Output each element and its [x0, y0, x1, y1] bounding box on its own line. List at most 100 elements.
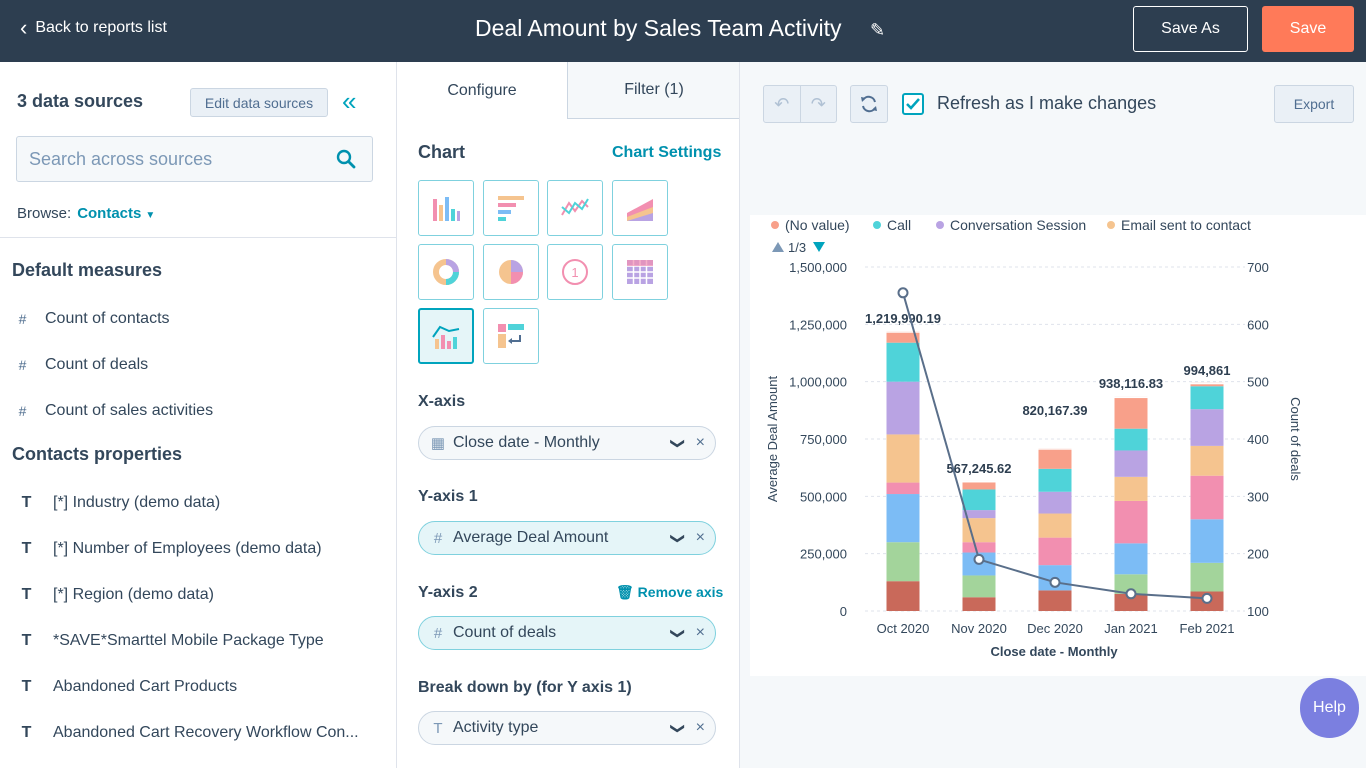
bar-segment — [1038, 590, 1072, 611]
save-as-button[interactable]: Save As — [1133, 6, 1248, 52]
chevron-down-icon[interactable]: ❯ — [670, 532, 687, 544]
legend-swatch — [1107, 221, 1115, 229]
measure-item[interactable]: # Count of deals — [0, 353, 396, 377]
line-point — [897, 287, 909, 299]
report-title[interactable]: Deal Amount by Sales Team Activity — [475, 15, 842, 41]
legend-swatch — [873, 221, 881, 229]
top-bar: ‹ Back to reports list Deal Amount by Sa… — [0, 0, 1366, 62]
search-icon[interactable] — [336, 149, 356, 169]
combination-chart-button[interactable] — [418, 308, 474, 364]
remove-icon[interactable]: × — [695, 624, 705, 641]
tab-filter[interactable]: Filter (1) — [567, 62, 739, 119]
refresh-checkbox[interactable] — [902, 93, 924, 115]
redo-icon[interactable]: ↷ — [810, 93, 826, 114]
horizontal-bar-chart-button[interactable] — [483, 180, 539, 236]
measure-label: Count of contacts — [45, 310, 170, 327]
property-item[interactable]: T Abandoned Cart Products — [0, 675, 396, 699]
collapse-sidebar-icon[interactable]: « — [342, 86, 357, 116]
donut-chart-button[interactable] — [418, 244, 474, 300]
undo-icon[interactable]: ↶ — [764, 86, 801, 122]
measure-label: Count of deals — [45, 356, 149, 373]
bar-top-edge — [1114, 396, 1148, 399]
y-axis-title: Average Deal Amount — [765, 375, 780, 502]
pivot-table-icon — [627, 260, 653, 284]
y-axis-1-field[interactable]: # Average Deal Amount ❯ × — [418, 521, 716, 555]
edit-data-sources-button[interactable]: Edit data sources — [190, 88, 328, 117]
chart-settings-link[interactable]: Chart Settings — [612, 144, 722, 161]
property-item[interactable]: T [*] Industry (demo data) — [0, 491, 396, 515]
y2-tick-label: 200 — [1247, 547, 1269, 562]
measure-item[interactable]: # Count of sales activities — [0, 399, 396, 423]
chevron-down-icon[interactable]: ❯ — [670, 437, 687, 449]
data-sources-title: 3 data sources — [17, 91, 144, 111]
browse-value[interactable]: Contacts — [77, 205, 142, 222]
chart-heading: Chart — [418, 142, 466, 162]
search-sources-input[interactable]: Search across sources — [16, 136, 373, 182]
refresh-button[interactable] — [850, 85, 888, 123]
x-axis-value: Close date - Monthly — [453, 434, 600, 451]
funnel-chart-icon — [498, 324, 524, 348]
tab-configure[interactable]: Configure — [397, 62, 567, 119]
help-button[interactable]: Help — [1300, 678, 1359, 738]
y2-tick-label: 100 — [1247, 604, 1269, 619]
break-down-heading: Break down by (for Y axis 1) — [418, 679, 632, 696]
bar-segment — [1038, 468, 1072, 492]
chevron-down-icon[interactable]: ❯ — [670, 722, 687, 734]
back-to-reports-link[interactable]: ‹ Back to reports list — [20, 17, 167, 39]
line-point — [1125, 588, 1137, 600]
bar-segment — [886, 494, 920, 543]
remove-axis-link[interactable]: 🗑 Remove axis — [616, 584, 723, 601]
bar-segment — [886, 331, 920, 343]
x-tick-label: Jan 2021 — [1104, 621, 1158, 636]
pivot-table-button[interactable] — [612, 244, 668, 300]
remove-icon[interactable]: × — [695, 719, 705, 736]
save-button[interactable]: Save — [1262, 6, 1354, 52]
vertical-bar-chart-button[interactable] — [418, 180, 474, 236]
chevron-down-icon[interactable]: ❯ — [670, 627, 687, 639]
bar-segment — [1190, 475, 1224, 520]
x-axis-field[interactable]: ▦ Close date - Monthly ❯ × — [418, 426, 716, 460]
funnel-chart-button[interactable] — [483, 308, 539, 364]
text-type-icon: T — [21, 586, 32, 603]
y-tick-label: 1,250,000 — [789, 317, 847, 332]
break-down-field[interactable]: T Activity type ❯ × — [418, 711, 716, 745]
text-type-icon: T — [21, 632, 32, 649]
remove-icon[interactable]: × — [695, 529, 705, 546]
refresh-label[interactable]: Refresh as I make changes — [937, 93, 1157, 113]
line-point — [973, 553, 985, 565]
bar-top-edge — [886, 331, 920, 333]
export-button[interactable]: Export — [1274, 85, 1354, 123]
summary-number-button[interactable]: 1 — [547, 244, 603, 300]
break-down-value: Activity type — [453, 719, 539, 736]
y-axis-1-heading: Y-axis 1 — [418, 488, 478, 505]
legend-swatch — [936, 221, 944, 229]
bar-segment — [1190, 386, 1224, 410]
property-item[interactable]: T Abandoned Cart Recovery Workflow Con... — [0, 721, 396, 745]
y-axis-2-heading: Y-axis 2 — [418, 584, 478, 601]
y2-tick-label: 400 — [1247, 432, 1269, 447]
area-chart-button[interactable] — [612, 180, 668, 236]
remove-icon[interactable]: × — [695, 434, 705, 451]
trash-icon: 🗑 — [616, 584, 634, 600]
report-preview-area: ↶ ↷ Refresh as I make changes Export (No… — [740, 62, 1366, 768]
property-item[interactable]: T *SAVE*Smarttel Mobile Package Type — [0, 629, 396, 653]
property-item[interactable]: T [*] Number of Employees (demo data) — [0, 537, 396, 561]
pie-chart-button[interactable] — [483, 244, 539, 300]
legend-label: (No value) — [785, 217, 850, 233]
browse-selector[interactable]: Browse: Contacts ▼ — [17, 205, 155, 222]
pencil-icon[interactable]: ✎ — [870, 20, 886, 40]
bar-segment — [962, 510, 996, 519]
caret-down-icon[interactable]: ▼ — [145, 210, 156, 221]
bar-segment — [1114, 500, 1148, 544]
measure-item[interactable]: # Count of contacts — [0, 307, 396, 331]
y-axis-2-field[interactable]: # Count of deals ❯ × — [418, 616, 716, 650]
calendar-icon: ▦ — [430, 435, 446, 452]
x-tick-label: Dec 2020 — [1027, 621, 1083, 636]
line-chart-button[interactable] — [547, 180, 603, 236]
bar-segment — [1190, 409, 1224, 446]
x-tick-label: Feb 2021 — [1180, 621, 1235, 636]
property-item[interactable]: T [*] Region (demo data) — [0, 583, 396, 607]
svg-text:1: 1 — [571, 265, 578, 280]
vertical-bar-chart-icon — [433, 197, 460, 221]
bar-segment — [1190, 382, 1224, 387]
